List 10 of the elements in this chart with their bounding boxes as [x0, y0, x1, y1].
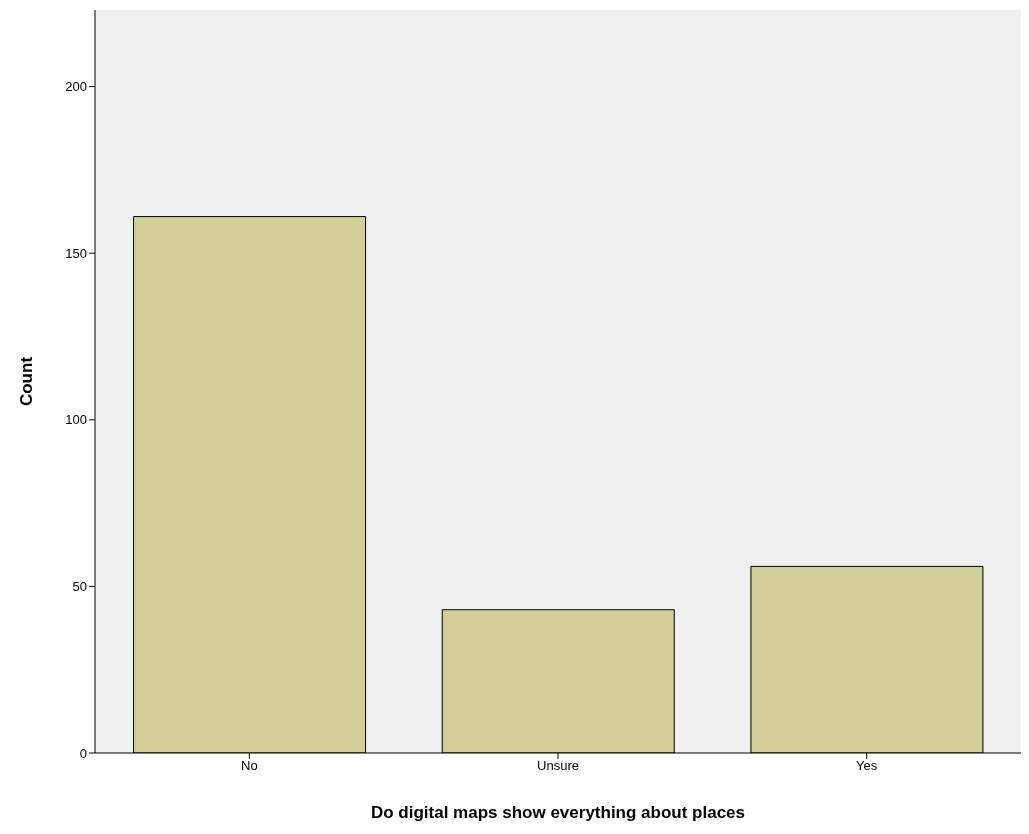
x-tick-label: No [241, 758, 258, 774]
x-tick-label: Yes [856, 758, 878, 774]
x-tick-label: Unsure [537, 758, 579, 774]
y-tick-label: 150 [65, 245, 87, 261]
y-tick-label: 50 [72, 579, 87, 595]
y-tick-label: 0 [79, 745, 87, 761]
y-axis-title: Count [17, 356, 37, 407]
y-tick-label: 100 [65, 412, 87, 428]
y-tick-label: 200 [65, 79, 87, 95]
x-axis-title: Do digital maps show everything about places [370, 803, 746, 822]
